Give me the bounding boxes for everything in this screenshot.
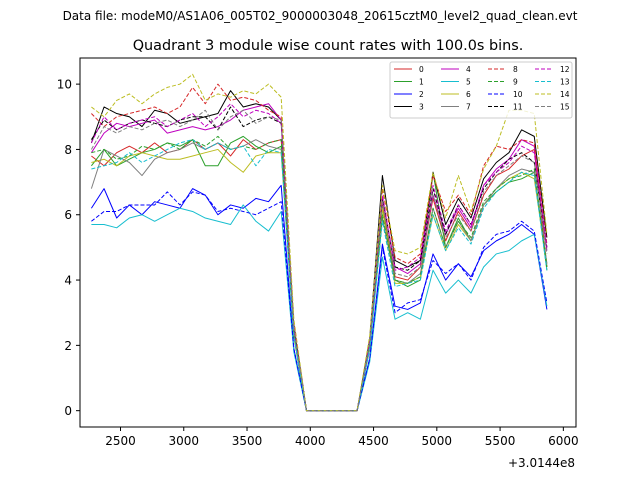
x-tick-label: 6000 <box>548 434 579 448</box>
legend-label-module-9: 9 <box>513 78 518 87</box>
x-tick-label: 3000 <box>168 434 199 448</box>
x-tick-label: 5500 <box>485 434 516 448</box>
plot-frame <box>79 57 577 428</box>
y-tick-label: 8 <box>64 143 72 157</box>
legend-label-module-8: 8 <box>513 65 518 74</box>
legend-label-module-1: 1 <box>419 78 424 87</box>
x-tick-label: 4500 <box>358 434 389 448</box>
legend-label-module-15: 15 <box>560 103 570 112</box>
legend-label-module-0: 0 <box>419 65 424 74</box>
y-tick-label: 4 <box>64 274 72 288</box>
legend-label-module-3: 3 <box>419 103 424 112</box>
y-tick-label: 6 <box>64 208 72 222</box>
x-tick-label: 3500 <box>232 434 263 448</box>
x-tick-label: 2500 <box>105 434 136 448</box>
legend-label-module-11: 11 <box>513 103 523 112</box>
figure-suptitle: Data file: modeM0/AS1A06_005T02_90000030… <box>63 9 578 23</box>
legend-label-module-14: 14 <box>560 90 570 99</box>
plot-area <box>79 57 577 428</box>
x-axis-offset-label: +3.0144e8 <box>508 456 575 470</box>
legend-label-module-4: 4 <box>466 65 471 74</box>
series-line-module-9 <box>91 135 548 412</box>
y-axis: 0 2 4 6 8 10 <box>57 78 80 418</box>
y-tick-label: 10 <box>57 78 72 92</box>
legend-label-module-7: 7 <box>466 103 471 112</box>
legend-label-module-5: 5 <box>466 78 471 87</box>
legend-box <box>389 61 573 119</box>
x-axis: 2500 3000 3500 4000 4500 5000 5500 6000 <box>105 427 579 448</box>
x-tick-label: 5000 <box>422 434 453 448</box>
series-line-module-14 <box>91 73 548 412</box>
legend-label-module-2: 2 <box>419 90 424 99</box>
legend-label-module-12: 12 <box>560 65 570 74</box>
legend-label-module-6: 6 <box>466 90 471 99</box>
chart-title: Quadrant 3 module wise count rates with … <box>133 38 524 54</box>
x-tick-label: 4000 <box>295 434 326 448</box>
legend-label-module-13: 13 <box>560 78 570 87</box>
y-tick-label: 2 <box>64 339 72 353</box>
y-tick-label: 0 <box>64 404 72 418</box>
legend-label-module-10: 10 <box>513 90 523 99</box>
